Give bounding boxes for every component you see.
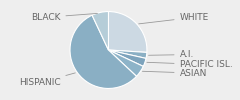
Text: ASIAN: ASIAN [142, 69, 207, 78]
Wedge shape [92, 12, 108, 50]
Text: PACIFIC ISL.: PACIFIC ISL. [147, 60, 232, 69]
Wedge shape [108, 50, 143, 76]
Wedge shape [108, 12, 147, 52]
Text: HISPANIC: HISPANIC [19, 73, 75, 87]
Wedge shape [108, 50, 147, 58]
Text: WHITE: WHITE [139, 13, 209, 24]
Text: BLACK: BLACK [31, 13, 97, 22]
Wedge shape [108, 50, 146, 66]
Text: A.I.: A.I. [149, 50, 194, 59]
Wedge shape [70, 15, 137, 88]
